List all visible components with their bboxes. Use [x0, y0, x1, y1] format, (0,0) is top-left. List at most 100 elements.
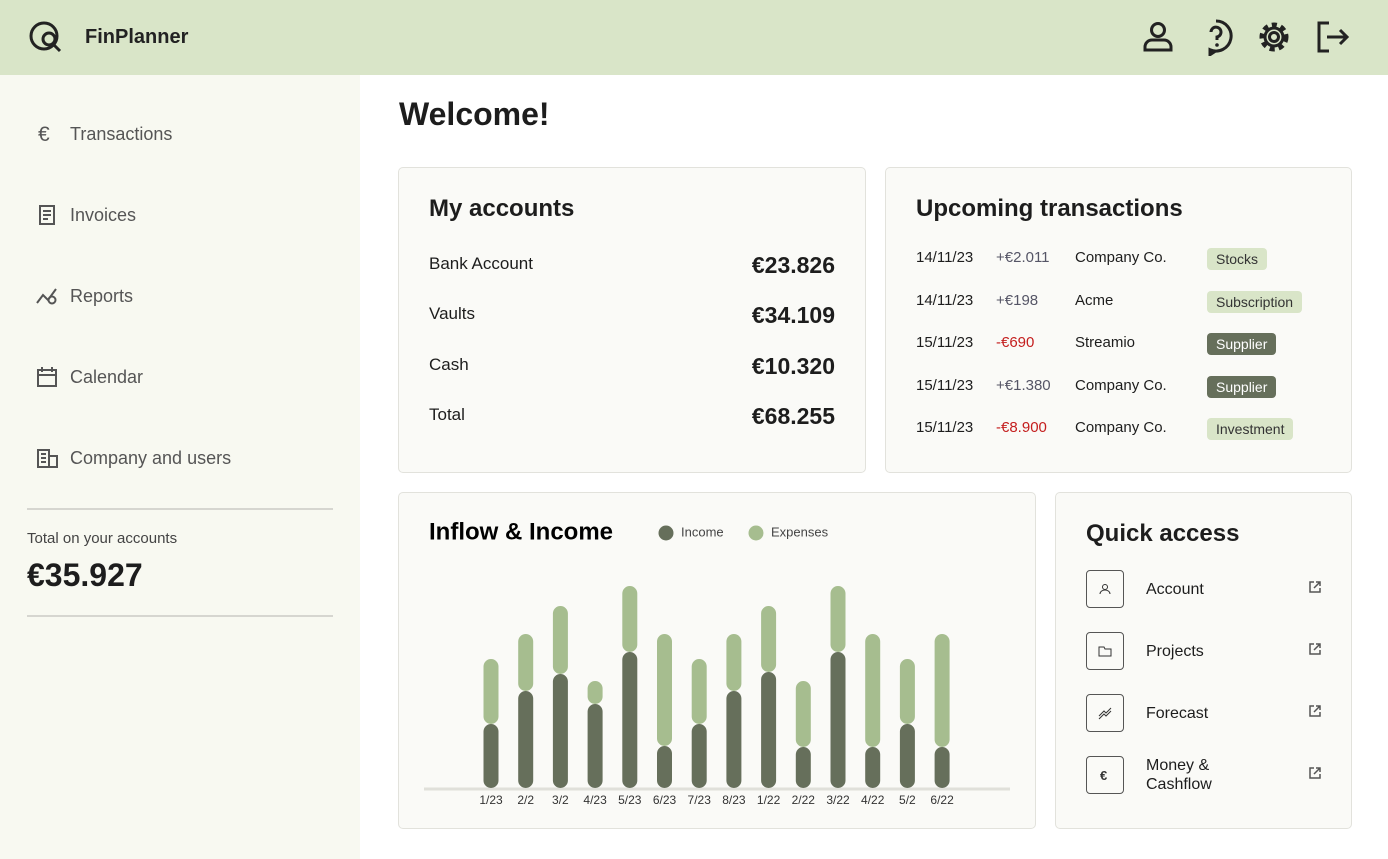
- tx-tag: Investment: [1207, 418, 1294, 440]
- svg-text:€: €: [1100, 768, 1107, 783]
- x-tick-label: 2/2: [517, 793, 534, 807]
- tx-amount: +€198: [996, 291, 1039, 309]
- x-tick-label: 6/23: [653, 793, 677, 807]
- quick-access-item[interactable]: Projects: [1086, 631, 1322, 671]
- qa-glyph: [1098, 646, 1112, 657]
- external-link[interactable]: [1308, 642, 1322, 661]
- nav-label[interactable]: Company and users: [70, 447, 232, 468]
- qa-label[interactable]: Account: [1146, 580, 1204, 598]
- tx-date: 15/11/23: [916, 376, 974, 394]
- accounts-card: [398, 167, 866, 473]
- external-icon: [1309, 766, 1321, 779]
- nav-icon: [37, 367, 57, 387]
- bar-segment: [622, 586, 638, 652]
- bar-segment: [934, 747, 950, 788]
- bar-segment: [934, 634, 950, 747]
- nav-item[interactable]: Company and users: [36, 443, 231, 473]
- help-icon[interactable]: [1197, 18, 1235, 56]
- brand: FinPlanner: [85, 26, 189, 48]
- legend-swatch: [658, 525, 674, 541]
- account-name: Total: [429, 404, 465, 424]
- bar-segment: [761, 672, 777, 788]
- account-name: Bank Account: [429, 254, 533, 273]
- nav-icon: [37, 449, 58, 468]
- bar-segment: [899, 659, 915, 724]
- qa-label[interactable]: Money & Cashflow: [1146, 757, 1212, 793]
- sidebar: € Transactions Invoices Reports Calendar …: [0, 75, 360, 859]
- bar-segment: [865, 634, 881, 747]
- qa-glyph: €: [1100, 768, 1107, 783]
- nav-label[interactable]: Reports: [70, 285, 134, 306]
- total-value: €35.927: [27, 557, 143, 593]
- external-link[interactable]: [1308, 580, 1322, 599]
- bar-segment: [726, 691, 742, 788]
- tx-party: Acme: [1075, 291, 1114, 309]
- nav-icon: €: [38, 123, 50, 145]
- nav-icon: [39, 205, 55, 225]
- bar-segment: [518, 691, 534, 788]
- card-title: Quick access: [1086, 520, 1240, 547]
- nav-item[interactable]: Invoices: [36, 200, 136, 230]
- bar-segment: [691, 724, 707, 788]
- x-tick-label: 5/2: [899, 793, 916, 807]
- tx-date: 15/11/23: [916, 334, 974, 351]
- x-tick-label: 8/23: [722, 793, 746, 807]
- account-value: €10.320: [751, 352, 835, 379]
- quick-access-item[interactable]: Account: [1086, 569, 1322, 609]
- divider: [27, 615, 333, 617]
- bar-segment: [795, 747, 811, 788]
- bar-segment: [587, 681, 603, 704]
- nav-item[interactable]: € Transactions: [36, 119, 172, 149]
- qa-icon: [1086, 694, 1124, 732]
- tx-date: 15/11/23: [916, 419, 974, 436]
- nav-label[interactable]: Calendar: [70, 366, 144, 387]
- bar-segment: [830, 586, 846, 652]
- account-value: €34.109: [751, 302, 835, 329]
- qa-label[interactable]: Forecast: [1146, 704, 1209, 722]
- tx-tag: Supplier: [1207, 333, 1277, 355]
- legend-label: Expenses: [771, 524, 829, 539]
- nav-item[interactable]: Reports: [36, 281, 133, 311]
- x-tick-label: 2/22: [792, 793, 816, 807]
- bar-segment: [483, 659, 499, 724]
- quick-access-item[interactable]: Forecast: [1086, 693, 1322, 733]
- qa-label[interactable]: Projects: [1146, 642, 1204, 660]
- x-tick-label: 3/22: [826, 793, 850, 807]
- tx-date: 14/11/23: [916, 249, 974, 266]
- bar-segment: [761, 606, 777, 672]
- nav-label[interactable]: Invoices: [70, 204, 137, 225]
- nav-item[interactable]: Calendar: [36, 362, 143, 392]
- settings-icon[interactable]: [1255, 18, 1293, 56]
- external-link[interactable]: [1308, 766, 1322, 785]
- external-icon: [1309, 704, 1321, 717]
- qa-icon: [1086, 570, 1124, 608]
- nav-icon: [36, 288, 57, 305]
- tx-amount: +€2.011: [996, 249, 1050, 266]
- account-name: Vaults: [429, 304, 475, 324]
- bar-segment: [483, 724, 499, 788]
- bar-segment: [795, 681, 811, 747]
- x-tick-label: 1/22: [757, 793, 781, 807]
- divider: [27, 508, 333, 510]
- card-title: My accounts: [429, 195, 575, 222]
- user-icon[interactable]: [1139, 18, 1177, 56]
- bar-segment: [899, 724, 915, 788]
- logout-icon[interactable]: [1313, 18, 1351, 56]
- chart-title: Inflow & Income: [429, 518, 613, 545]
- logo: [29, 21, 62, 53]
- bar-segment: [518, 634, 534, 691]
- svg-text:€: €: [38, 123, 50, 145]
- header: FinPlanner: [0, 0, 1388, 75]
- quick-access-item[interactable]: € Money & Cashflow: [1086, 755, 1322, 795]
- quick-access-card: [1055, 492, 1352, 829]
- x-tick-label: 3/2: [552, 793, 569, 807]
- nav-label[interactable]: Transactions: [70, 123, 173, 144]
- external-link[interactable]: [1308, 704, 1322, 723]
- account-value: €68.255: [751, 402, 835, 429]
- tx-tag: Supplier: [1207, 375, 1277, 398]
- tx-party: Streamio: [1075, 334, 1136, 351]
- qa-glyph: [1099, 584, 1111, 595]
- x-tick-label: 4/23: [583, 793, 607, 807]
